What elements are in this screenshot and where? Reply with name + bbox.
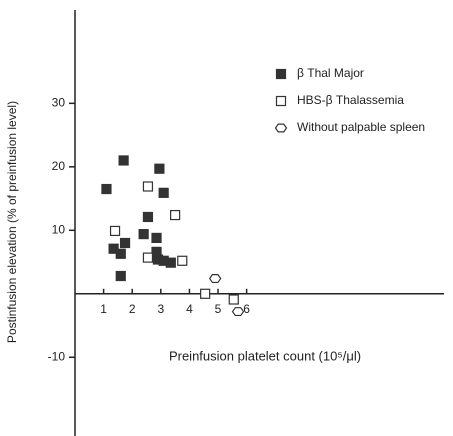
filled-square-marker [142,211,154,223]
filled-square-marker [138,229,149,240]
open-square-marker [142,252,154,263]
open-square-marker [109,225,121,237]
y-axis-label: Postinfusion elevation (% of preinfusion… [5,101,19,343]
filled-square-marker [154,163,165,174]
filled-square-marker [115,270,126,282]
open-square-marker [142,181,154,192]
y-tick-label: -10 [48,349,66,363]
open-square-marker [200,288,211,299]
filled-square-marker [119,237,131,249]
x-tick-label: 3 [157,302,164,316]
open-square-marker [228,294,239,305]
y-tick-label: 10 [52,222,66,236]
x-tick-label: 2 [129,302,136,316]
filled-square-marker [118,155,129,166]
y-tick-label: 30 [52,95,66,109]
hexagon-marker [231,307,245,317]
x-tick-label: 6 [243,302,250,316]
legend-label: Without palpable spleen [297,120,425,134]
legend-label: HBS-β Thalassemia [297,93,404,107]
filled-square-marker [151,232,162,244]
x-axis-label: Preinfusion platelet count (10⁵/μl) [169,348,361,363]
open-square-marker [177,255,188,266]
x-tick-label: 1 [100,302,107,316]
filled-square-marker [101,183,112,195]
filled-square-marker [158,187,169,198]
filled-square-marker [275,68,287,80]
y-tick-label: 20 [52,159,66,173]
open-square-marker [170,209,181,221]
hexagon-marker [274,123,288,133]
x-tick-label: 4 [186,302,193,316]
filled-square-marker [165,257,176,268]
filled-square-marker [115,248,126,259]
hexagon-marker [208,274,222,284]
x-tick-label: 5 [215,302,222,316]
legend-label: β Thal Major [297,66,364,80]
open-square-marker [275,95,287,107]
